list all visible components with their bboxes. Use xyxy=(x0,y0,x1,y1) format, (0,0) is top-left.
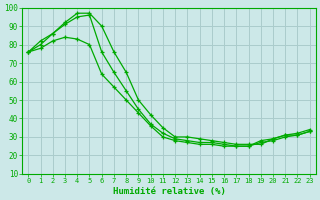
X-axis label: Humidité relative (%): Humidité relative (%) xyxy=(113,187,226,196)
